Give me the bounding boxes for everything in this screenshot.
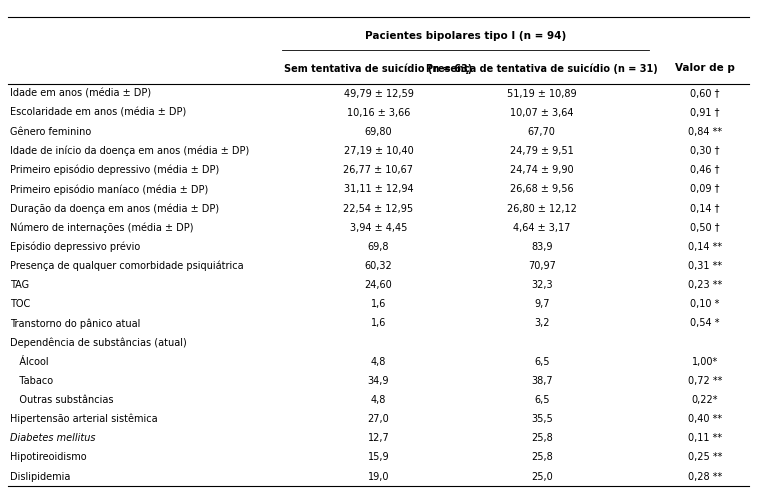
Text: 0,25 **: 0,25 ** [687, 452, 722, 462]
Text: Idade em anos (média ± DP): Idade em anos (média ± DP) [10, 89, 151, 99]
Text: TOC: TOC [10, 299, 30, 309]
Text: 0,14 **: 0,14 ** [688, 242, 722, 252]
Text: 0,10 *: 0,10 * [690, 299, 720, 309]
Text: 3,2: 3,2 [534, 319, 550, 329]
Text: 0,50 †: 0,50 † [690, 222, 720, 232]
Text: Outras substâncias: Outras substâncias [10, 395, 114, 405]
Text: 0,23 **: 0,23 ** [688, 280, 722, 290]
Text: 67,70: 67,70 [528, 127, 556, 137]
Text: 26,77 ± 10,67: 26,77 ± 10,67 [344, 165, 413, 175]
Text: 26,80 ± 12,12: 26,80 ± 12,12 [506, 203, 577, 213]
Text: 0,11 **: 0,11 ** [688, 433, 722, 443]
Text: Primeiro episódio maníaco (média ± DP): Primeiro episódio maníaco (média ± DP) [10, 184, 208, 194]
Text: Dislipidemia: Dislipidemia [10, 471, 70, 481]
Text: 1,6: 1,6 [371, 319, 386, 329]
Text: 25,0: 25,0 [531, 471, 553, 481]
Text: 0,60 †: 0,60 † [690, 89, 720, 99]
Text: Hipotireoidismo: Hipotireoidismo [10, 452, 86, 462]
Text: 1,6: 1,6 [371, 299, 386, 309]
Text: 69,8: 69,8 [368, 242, 389, 252]
Text: 0,31 **: 0,31 ** [688, 261, 722, 271]
Text: 0,40 **: 0,40 ** [688, 414, 722, 424]
Text: Álcool: Álcool [10, 357, 48, 367]
Text: Número de internações (média ± DP): Número de internações (média ± DP) [10, 222, 193, 233]
Text: TAG: TAG [10, 280, 29, 290]
Text: 69,80: 69,80 [365, 127, 392, 137]
Text: 0,28 **: 0,28 ** [688, 471, 722, 481]
Text: 49,79 ± 12,59: 49,79 ± 12,59 [344, 89, 413, 99]
Text: Presença de tentativa de suicídio (n = 31): Presença de tentativa de suicídio (n = 3… [426, 63, 658, 74]
Text: 25,8: 25,8 [531, 433, 553, 443]
Text: Hipertensão arterial sistêmica: Hipertensão arterial sistêmica [10, 414, 157, 424]
Text: 25,8: 25,8 [531, 452, 553, 462]
Text: Diabetes mellitus: Diabetes mellitus [10, 433, 95, 443]
Text: 0,30 †: 0,30 † [690, 146, 720, 156]
Text: 0,09 †: 0,09 † [690, 184, 720, 194]
Text: Pacientes bipolares tipo I (n = 94): Pacientes bipolares tipo I (n = 94) [365, 31, 566, 41]
Text: 34,9: 34,9 [368, 376, 389, 386]
Text: Transtorno do pânico atual: Transtorno do pânico atual [10, 318, 140, 329]
Text: 27,19 ± 10,40: 27,19 ± 10,40 [344, 146, 413, 156]
Text: 0,14 †: 0,14 † [690, 203, 720, 213]
Text: 27,0: 27,0 [368, 414, 389, 424]
Text: Dependência de substâncias (atual): Dependência de substâncias (atual) [10, 337, 186, 348]
Text: 0,91 †: 0,91 † [690, 108, 720, 118]
Text: 0,54 *: 0,54 * [690, 319, 720, 329]
Text: 15,9: 15,9 [368, 452, 389, 462]
Text: 3,94 ± 4,45: 3,94 ± 4,45 [350, 222, 407, 232]
Text: 10,07 ± 3,64: 10,07 ± 3,64 [510, 108, 574, 118]
Text: 12,7: 12,7 [368, 433, 389, 443]
Text: Valor de p: Valor de p [675, 63, 735, 73]
Text: 35,5: 35,5 [531, 414, 553, 424]
Text: 38,7: 38,7 [531, 376, 553, 386]
Text: 4,8: 4,8 [371, 395, 386, 405]
Text: Presença de qualquer comorbidade psiquiátrica: Presença de qualquer comorbidade psiquiá… [10, 261, 244, 271]
Text: 10,16 ± 3,66: 10,16 ± 3,66 [347, 108, 410, 118]
Text: 70,97: 70,97 [528, 261, 556, 271]
Text: Sem tentativa de suicídio (n = 63): Sem tentativa de suicídio (n = 63) [285, 63, 472, 74]
Text: Escolaridade em anos (média ± DP): Escolaridade em anos (média ± DP) [10, 108, 186, 118]
Text: 9,7: 9,7 [534, 299, 550, 309]
Text: Primeiro episódio depressivo (média ± DP): Primeiro episódio depressivo (média ± DP… [10, 165, 219, 175]
Text: Duração da doença em anos (média ± DP): Duração da doença em anos (média ± DP) [10, 203, 219, 214]
Text: 83,9: 83,9 [531, 242, 553, 252]
Text: 4,8: 4,8 [371, 357, 386, 367]
Text: Episódio depressivo prévio: Episódio depressivo prévio [10, 241, 140, 252]
Text: 0,84 **: 0,84 ** [688, 127, 722, 137]
Text: Tabaco: Tabaco [10, 376, 53, 386]
Text: 24,74 ± 9,90: 24,74 ± 9,90 [510, 165, 574, 175]
Text: 31,11 ± 12,94: 31,11 ± 12,94 [344, 184, 413, 194]
Text: 1,00*: 1,00* [692, 357, 718, 367]
Text: Idade de início da doença em anos (média ± DP): Idade de início da doença em anos (média… [10, 146, 249, 156]
Text: 0,72 **: 0,72 ** [687, 376, 722, 386]
Text: 0,22*: 0,22* [692, 395, 718, 405]
Text: 51,19 ± 10,89: 51,19 ± 10,89 [507, 89, 577, 99]
Text: 0,46 †: 0,46 † [690, 165, 720, 175]
Text: Gênero feminino: Gênero feminino [10, 127, 91, 137]
Text: 6,5: 6,5 [534, 395, 550, 405]
Text: 24,79 ± 9,51: 24,79 ± 9,51 [509, 146, 574, 156]
Text: 26,68 ± 9,56: 26,68 ± 9,56 [510, 184, 574, 194]
Text: 22,54 ± 12,95: 22,54 ± 12,95 [344, 203, 413, 213]
Text: 24,60: 24,60 [365, 280, 392, 290]
Text: 6,5: 6,5 [534, 357, 550, 367]
Text: 60,32: 60,32 [365, 261, 392, 271]
Text: 4,64 ± 3,17: 4,64 ± 3,17 [513, 222, 570, 232]
Text: 32,3: 32,3 [531, 280, 553, 290]
Text: 19,0: 19,0 [368, 471, 389, 481]
